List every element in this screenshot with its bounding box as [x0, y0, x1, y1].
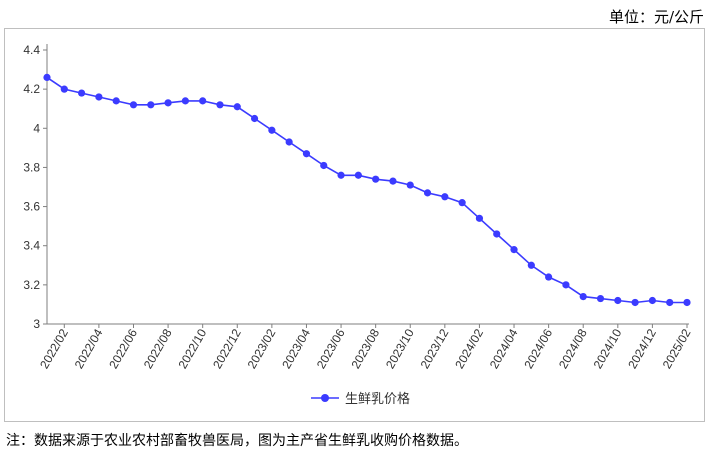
data-point — [337, 171, 345, 179]
x-tick-label: 2023/02 — [245, 326, 279, 371]
data-point — [372, 175, 380, 183]
data-point — [216, 101, 224, 109]
data-point — [545, 273, 553, 281]
y-tick-label: 3.2 — [23, 278, 40, 292]
data-point — [233, 103, 241, 111]
data-point — [596, 294, 605, 303]
data-point — [389, 177, 397, 185]
data-point — [60, 85, 68, 93]
y-tick-label: 3.6 — [23, 200, 40, 214]
data-point — [614, 296, 622, 305]
data-point — [77, 89, 86, 97]
data-point — [648, 296, 657, 305]
x-tick-label: 2024/12 — [625, 326, 659, 371]
data-point — [562, 281, 570, 289]
x-tick-label: 2023/10 — [383, 326, 417, 371]
x-tick-label: 2022/02 — [37, 326, 71, 371]
data-point — [423, 189, 432, 197]
y-tick-label: 4.4 — [23, 43, 40, 57]
y-tick-label: 3.4 — [23, 239, 40, 253]
x-tick-label: 2022/08 — [141, 326, 175, 371]
data-point — [112, 97, 120, 105]
x-tick-label: 2024/06 — [521, 326, 555, 371]
data-point — [527, 261, 535, 269]
data-point — [181, 97, 189, 105]
data-point — [631, 298, 639, 307]
data-point — [302, 150, 311, 158]
series-line — [46, 76, 687, 304]
x-tick-label: 2024/10 — [591, 326, 625, 371]
legend-label: 生鲜乳价格 — [345, 391, 410, 407]
x-tick-label: 2022/06 — [106, 326, 140, 371]
footnote: 注：数据来源于农业农村部畜牧兽医局，图为主产省生鲜乳收购价格数据。 — [6, 433, 468, 449]
data-point — [683, 298, 691, 307]
x-tick-label: 2023/04 — [279, 326, 313, 371]
y-tick-label: 3.8 — [23, 160, 40, 174]
data-point — [441, 193, 449, 201]
x-tick-label: 2023/08 — [348, 326, 382, 371]
data-point — [579, 293, 587, 301]
data-point — [147, 101, 155, 109]
x-tick-label: 2024/02 — [452, 326, 486, 371]
x-tick-label: 2025/02 — [660, 326, 694, 371]
data-point — [666, 298, 674, 307]
data-point — [510, 246, 518, 254]
legend-marker — [321, 394, 329, 402]
data-point — [43, 73, 51, 81]
chart-frame: 3 3.2 3.4 3.6 3.8 4 4.2 4.4 2022/02 2022/04 2022/0… — [4, 28, 705, 422]
y-tick-label: 3 — [33, 317, 40, 331]
x-tick-label: 2022/04 — [72, 326, 106, 371]
data-point — [354, 171, 362, 179]
data-point — [129, 101, 138, 109]
x-tick-label: 2022/12 — [210, 326, 244, 371]
y-tick-label: 4 — [33, 121, 40, 135]
data-point — [268, 126, 276, 134]
x-tick-label: 2024/08 — [556, 326, 590, 371]
data-point — [475, 214, 484, 222]
data-point — [458, 199, 466, 207]
x-tick-label: 2023/06 — [314, 326, 348, 371]
data-point — [164, 99, 172, 107]
x-tick-label: 2023/12 — [418, 326, 452, 371]
y-tick-label: 4.2 — [23, 82, 40, 96]
data-point — [285, 138, 293, 146]
data-point — [250, 114, 259, 123]
data-point — [199, 97, 207, 105]
data-point — [95, 93, 103, 101]
x-tick-label: 2024/04 — [487, 326, 521, 371]
data-point — [320, 161, 328, 170]
x-tick-label: 2022/10 — [175, 326, 209, 371]
unit-label: 单位：元/公斤 — [608, 8, 704, 26]
data-point — [406, 181, 414, 189]
data-point — [493, 230, 501, 238]
